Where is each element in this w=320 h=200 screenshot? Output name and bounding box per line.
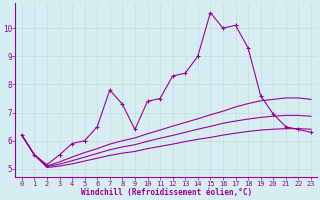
- X-axis label: Windchill (Refroidissement éolien,°C): Windchill (Refroidissement éolien,°C): [81, 188, 252, 197]
